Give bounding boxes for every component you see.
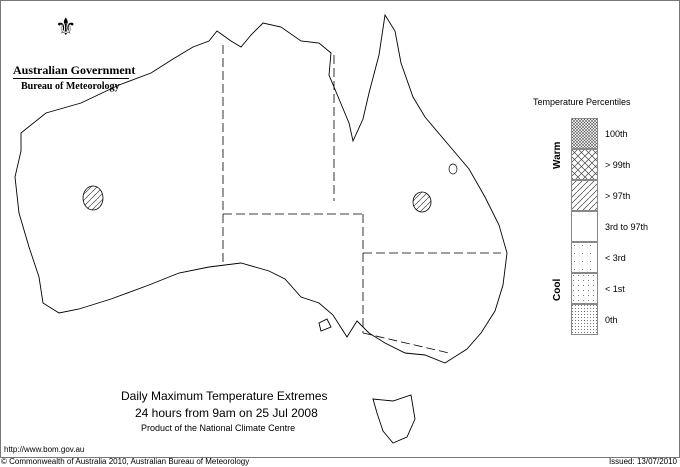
legend-label: < 1st	[605, 284, 625, 294]
legend-swatch	[571, 118, 598, 149]
legend-swatch	[571, 242, 598, 273]
map-title: Daily Maximum Temperature Extremes	[121, 389, 328, 403]
coat-of-arms-icon: ⚜	[55, 14, 77, 41]
state-borders	[222, 45, 501, 354]
website-link[interactable]: http://www.bom.gov.au	[4, 445, 85, 454]
product-credit: Product of the National Climate Centre	[141, 423, 296, 433]
issued-date: Issued: 13/07/2010	[608, 457, 677, 466]
legend-warm: Warm	[552, 141, 563, 169]
legend-label: > 99th	[605, 160, 631, 170]
legend-swatch	[571, 273, 598, 304]
legend-swatch	[571, 211, 598, 242]
legend-swatch	[571, 149, 598, 180]
legend-label: < 3rd	[605, 253, 626, 263]
region-qld-warm	[412, 191, 432, 213]
copyright: © Commonwealth of Australia 2010, Austra…	[1, 457, 250, 466]
legend-label: 0th	[605, 315, 618, 325]
logo-line1: Australian Government	[13, 63, 136, 77]
coastline	[14, 13, 508, 444]
legend-label: 100th	[605, 129, 628, 139]
logo-line2: Bureau of Meteorology	[21, 81, 120, 92]
legend-label: 3rd to 97th	[605, 222, 649, 232]
legend-cool: Cool	[552, 278, 563, 301]
map-subtitle: 24 hours from 9am on 25 Jul 2008	[135, 406, 318, 420]
legend-title: Temperature Percentiles	[533, 97, 631, 107]
legend-swatch	[571, 304, 598, 335]
legend-label: > 97th	[605, 191, 631, 201]
legend-swatch	[571, 180, 598, 211]
australia-map	[14, 13, 508, 444]
region-wa-warm	[82, 185, 104, 211]
